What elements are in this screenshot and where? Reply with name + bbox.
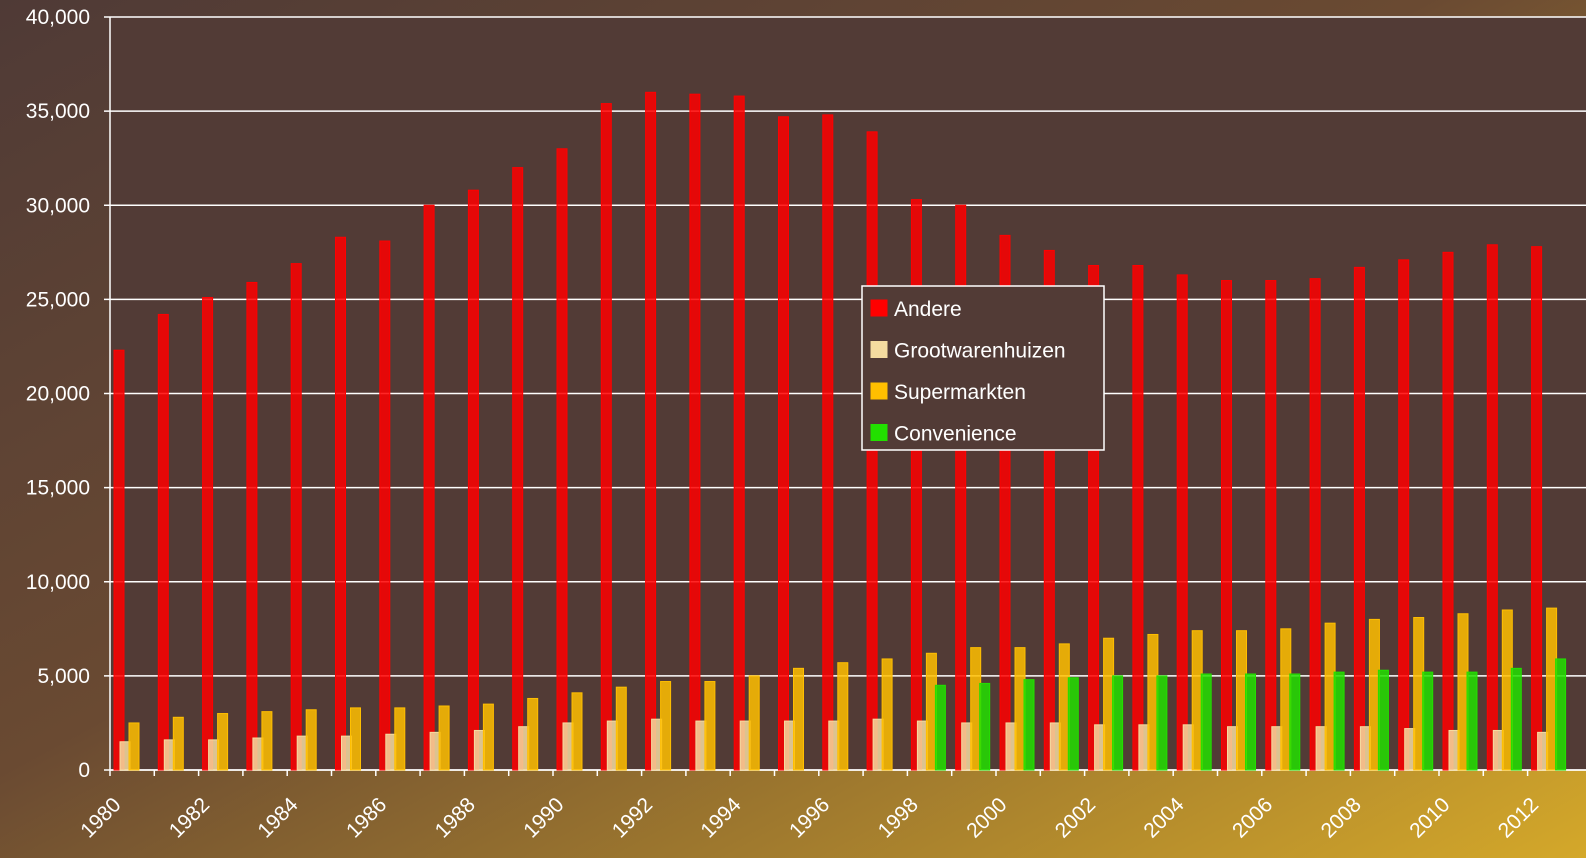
y-tick-label: 35,000 <box>26 100 90 123</box>
bar <box>837 662 849 771</box>
y-tick-label: 5,000 <box>37 665 90 688</box>
bar <box>1289 673 1301 771</box>
bar <box>423 204 435 771</box>
bar <box>1132 264 1144 771</box>
bar <box>261 711 273 771</box>
bar <box>1067 677 1079 771</box>
bar <box>527 697 539 771</box>
bar <box>335 236 346 771</box>
bar <box>438 705 450 771</box>
legend-label: Andere <box>894 298 962 321</box>
bar <box>866 131 878 771</box>
y-tick-label: 40,000 <box>26 6 90 29</box>
bar <box>704 681 716 771</box>
bar <box>615 686 627 771</box>
bar <box>1023 679 1035 771</box>
bar <box>1333 671 1345 771</box>
bar <box>1531 246 1543 771</box>
bar <box>1265 280 1277 771</box>
bar <box>1200 673 1212 771</box>
bar <box>1510 667 1522 771</box>
bar <box>1112 675 1124 771</box>
bar <box>910 199 922 771</box>
bar <box>157 313 169 771</box>
bar <box>1176 274 1188 771</box>
bar <box>748 675 760 771</box>
y-tick-label: 15,000 <box>26 477 90 500</box>
bar <box>881 658 893 771</box>
bar <box>1353 266 1365 771</box>
bar <box>556 148 568 771</box>
bar <box>689 93 701 771</box>
bar <box>482 703 494 771</box>
bar <box>934 684 946 771</box>
bar <box>955 204 967 771</box>
bar <box>350 707 361 771</box>
bar <box>1309 278 1321 771</box>
bar <box>1156 675 1168 771</box>
bar <box>172 716 184 771</box>
bar <box>217 713 229 771</box>
bar <box>1422 671 1434 771</box>
bar <box>979 682 991 771</box>
bar <box>113 349 125 771</box>
y-tick-label: 25,000 <box>26 288 90 311</box>
bar <box>999 234 1011 771</box>
bar <box>822 114 834 771</box>
bar <box>1555 658 1567 771</box>
bar <box>379 240 391 771</box>
bar <box>1442 251 1454 771</box>
bar <box>1466 671 1478 771</box>
legend-label: Supermarkten <box>894 381 1026 404</box>
bar <box>1088 264 1100 771</box>
bar <box>778 116 789 771</box>
bar <box>305 709 317 771</box>
legend-swatch <box>870 424 888 441</box>
legend-label: Grootwarenhuizen <box>894 340 1066 363</box>
bar <box>467 189 479 771</box>
legend-swatch <box>870 382 888 400</box>
bar <box>128 722 140 771</box>
legend-box <box>861 285 1105 451</box>
y-tick-label: 30,000 <box>26 194 90 217</box>
bar <box>1043 249 1055 771</box>
y-tick-label: 10,000 <box>26 571 90 594</box>
bar <box>394 707 406 771</box>
bar <box>571 692 583 771</box>
bar <box>202 296 214 771</box>
y-tick-label: 20,000 <box>26 383 90 406</box>
bar <box>1486 244 1498 771</box>
bar <box>290 263 302 771</box>
bar <box>1377 669 1389 771</box>
y-tick-label: 0 <box>78 759 90 782</box>
legend-swatch <box>870 299 888 317</box>
bar <box>1221 280 1232 771</box>
bar <box>1245 673 1256 771</box>
bar <box>246 281 258 771</box>
bar <box>733 95 745 771</box>
bar <box>793 667 804 771</box>
legend-swatch <box>870 341 888 358</box>
bar <box>645 91 657 771</box>
bar <box>660 681 672 771</box>
bar <box>512 167 524 771</box>
bar <box>600 103 612 771</box>
legend-label: Convenience <box>894 423 1017 446</box>
bar <box>1398 259 1410 771</box>
